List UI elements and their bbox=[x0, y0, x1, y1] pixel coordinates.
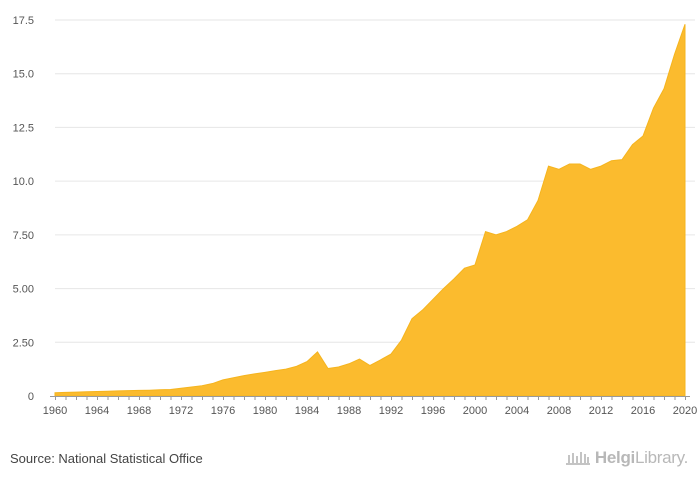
y-tick-label: 7.50 bbox=[13, 230, 34, 242]
x-tick-label: 1964 bbox=[85, 405, 109, 417]
x-tick-label: 1972 bbox=[169, 405, 193, 417]
y-tick-label: 2.50 bbox=[13, 337, 34, 349]
logo-wordmark: HelgiLibrary. bbox=[595, 448, 688, 468]
area-series bbox=[54, 24, 686, 397]
x-tick-label: 2004 bbox=[505, 405, 529, 417]
y-tick-label: 0 bbox=[28, 391, 34, 403]
x-tick-label: 1996 bbox=[421, 405, 445, 417]
x-tick-label: 2000 bbox=[463, 405, 487, 417]
x-tick-label: 1960 bbox=[43, 405, 67, 417]
x-tick-label: 1988 bbox=[337, 405, 361, 417]
x-tick-labels: 1960 1964 1968 1972 1976 1980 1984 1988 1992 1996… bbox=[43, 405, 697, 417]
x-tick-label: 1980 bbox=[253, 405, 277, 417]
area-fill bbox=[54, 24, 686, 397]
x-tick-label: 2012 bbox=[589, 405, 613, 417]
x-tick-label: 1984 bbox=[295, 405, 319, 417]
y-axis: 0 2.50 5.00 7.50 10.0 12.5 15.0 17.5 bbox=[13, 15, 34, 403]
y-tick-label: 17.5 bbox=[13, 15, 34, 27]
x-tick-label: 2016 bbox=[631, 405, 655, 417]
source-note: Source: National Statistical Office bbox=[10, 451, 203, 466]
y-tick-label: 12.5 bbox=[13, 122, 34, 134]
library-building-icon bbox=[565, 452, 590, 465]
x-tick-label: 2020 bbox=[673, 405, 697, 417]
logo-light-text: Library. bbox=[634, 448, 688, 467]
grid-lines bbox=[55, 19, 695, 343]
logo-bold-text: Helgi bbox=[594, 448, 635, 467]
x-axis bbox=[50, 396, 690, 400]
x-tick-label: 1992 bbox=[379, 405, 403, 417]
x-tick-label: 2008 bbox=[547, 405, 571, 417]
y-tick-label: 10.0 bbox=[13, 176, 34, 188]
y-tick-label: 15.0 bbox=[13, 69, 34, 81]
x-tick-label: 1976 bbox=[211, 405, 235, 417]
y-tick-label: 5.00 bbox=[13, 284, 34, 296]
helgi-library-logo: HelgiLibrary. bbox=[565, 448, 688, 468]
x-tick-label: 1968 bbox=[127, 405, 151, 417]
